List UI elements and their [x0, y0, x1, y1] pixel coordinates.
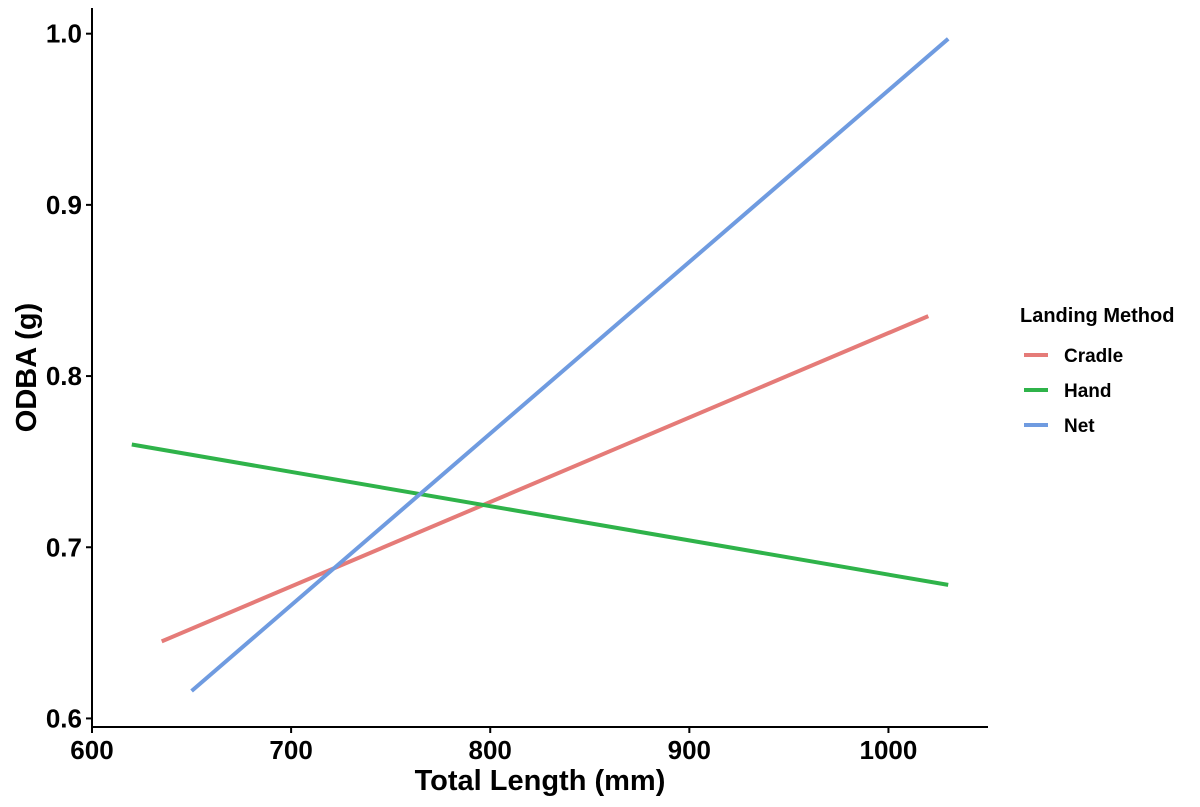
y-tick-label: 0.6 [46, 703, 82, 733]
x-tick-label: 800 [469, 735, 512, 765]
legend-title: Landing Method [1020, 305, 1174, 327]
legend-item-hand: Hand [1024, 381, 1112, 402]
x-tick-label: 900 [668, 735, 711, 765]
series-line-cradle [160, 314, 930, 644]
x-axis-ticks: 600 700 800 900 1000 [70, 727, 917, 765]
x-tick-label: 600 [70, 735, 113, 765]
y-axis-title: ODBA (g) [11, 303, 43, 432]
x-tick-label: 1000 [860, 735, 918, 765]
series-line-net [190, 37, 950, 693]
y-tick-label: 0.9 [46, 190, 82, 220]
legend: Landing Method Cradle Hand Net [1020, 305, 1174, 437]
legend-label: Net [1064, 416, 1095, 437]
x-tick-label: 700 [269, 735, 312, 765]
y-tick-label: 0.7 [46, 532, 82, 562]
y-tick-label: 1.0 [46, 19, 82, 49]
y-axis-ticks: 0.6 0.7 0.8 0.9 1.0 [46, 19, 92, 733]
legend-item-net: Net [1024, 416, 1095, 437]
legend-label: Cradle [1064, 346, 1123, 367]
series-lines [131, 37, 950, 693]
x-axis-title: Total Length (mm) [415, 765, 666, 797]
legend-label: Hand [1064, 381, 1112, 402]
legend-item-cradle: Cradle [1024, 346, 1123, 367]
series-line-hand [131, 442, 949, 587]
y-tick-label: 0.8 [46, 361, 82, 391]
